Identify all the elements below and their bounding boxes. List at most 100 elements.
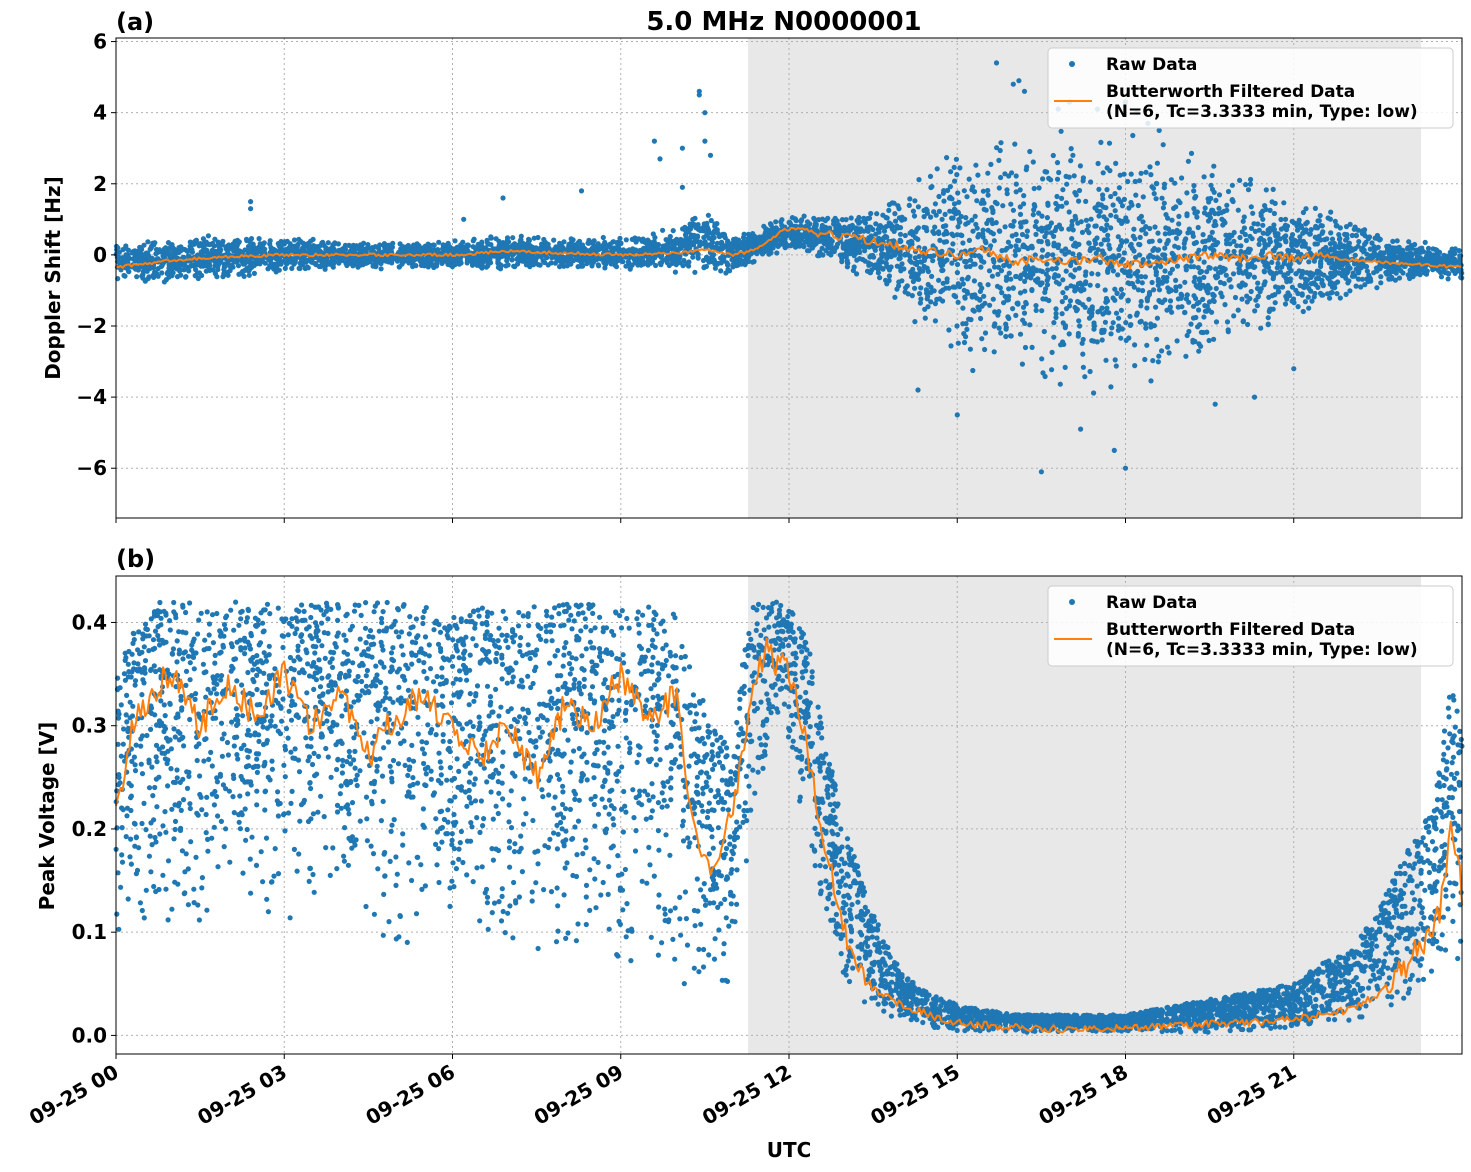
raw-point bbox=[1299, 292, 1305, 298]
raw-point bbox=[1108, 212, 1114, 218]
raw-point bbox=[929, 273, 935, 279]
raw-point bbox=[1108, 193, 1114, 200]
raw-point bbox=[1077, 323, 1083, 329]
raw-point bbox=[671, 242, 677, 249]
raw-point bbox=[219, 242, 225, 248]
raw-point bbox=[884, 281, 890, 287]
raw-point bbox=[1303, 206, 1309, 212]
raw-point bbox=[1344, 235, 1350, 241]
raw-point bbox=[1173, 204, 1179, 210]
raw-point bbox=[981, 293, 987, 299]
raw-point bbox=[904, 283, 910, 289]
raw-point bbox=[1247, 296, 1253, 302]
raw-point bbox=[1358, 284, 1364, 290]
raw-point bbox=[565, 257, 571, 263]
raw-point bbox=[1281, 273, 1287, 279]
raw-point bbox=[1297, 234, 1303, 240]
raw-point bbox=[994, 283, 1001, 289]
raw-point bbox=[1402, 254, 1408, 260]
raw-point bbox=[858, 226, 864, 232]
raw-point bbox=[1231, 248, 1237, 255]
raw-point bbox=[683, 243, 689, 249]
raw-point bbox=[1062, 251, 1068, 257]
raw-point bbox=[992, 309, 998, 315]
raw-point bbox=[155, 249, 161, 255]
raw-point bbox=[325, 240, 331, 246]
raw-point bbox=[967, 257, 974, 263]
raw-point bbox=[877, 257, 883, 263]
raw-point bbox=[1224, 319, 1231, 325]
raw-point bbox=[1063, 246, 1069, 252]
raw-point bbox=[1320, 282, 1326, 288]
raw-point bbox=[1000, 203, 1006, 209]
raw-point bbox=[1374, 285, 1380, 291]
raw-point bbox=[289, 265, 295, 271]
raw-point bbox=[1151, 287, 1157, 293]
raw-point bbox=[1134, 310, 1140, 316]
raw-point bbox=[1086, 296, 1092, 302]
raw-point bbox=[125, 268, 132, 274]
raw-point bbox=[884, 255, 890, 262]
raw-point bbox=[1333, 223, 1339, 229]
raw-point bbox=[479, 240, 485, 246]
raw-point bbox=[718, 268, 724, 274]
raw-point bbox=[712, 221, 718, 227]
raw-point bbox=[1128, 241, 1134, 247]
raw-point bbox=[1056, 281, 1062, 287]
raw-point bbox=[1237, 177, 1243, 183]
raw-point bbox=[1125, 178, 1131, 185]
raw-point bbox=[1157, 238, 1163, 244]
raw-point bbox=[840, 241, 846, 247]
raw-point bbox=[1118, 294, 1124, 300]
raw-point bbox=[1229, 182, 1235, 188]
raw-point bbox=[684, 261, 690, 267]
raw-point bbox=[1105, 237, 1111, 243]
raw-point bbox=[350, 246, 356, 252]
raw-point bbox=[1367, 276, 1373, 282]
raw-point bbox=[1265, 315, 1271, 321]
raw-point bbox=[988, 217, 995, 223]
raw-point bbox=[1197, 322, 1203, 328]
raw-point bbox=[1362, 282, 1368, 288]
raw-point bbox=[1114, 290, 1120, 296]
raw-point bbox=[1056, 169, 1062, 176]
raw-point bbox=[1273, 270, 1279, 276]
raw-point bbox=[960, 240, 966, 246]
raw-point bbox=[1083, 269, 1089, 275]
raw-point bbox=[576, 241, 583, 247]
raw-point bbox=[937, 237, 943, 243]
raw-point bbox=[1206, 337, 1212, 344]
raw-point bbox=[1289, 298, 1295, 304]
raw-point bbox=[1088, 216, 1094, 222]
raw-point bbox=[1025, 245, 1031, 252]
raw-point bbox=[850, 251, 856, 257]
raw-point bbox=[1055, 244, 1061, 251]
raw-point bbox=[1112, 191, 1118, 197]
raw-point bbox=[265, 266, 271, 272]
raw-point bbox=[862, 258, 868, 264]
raw-point bbox=[1196, 307, 1202, 313]
raw-point bbox=[990, 296, 996, 302]
raw-point bbox=[585, 256, 591, 262]
raw-point bbox=[1258, 210, 1264, 216]
raw-point bbox=[305, 265, 311, 271]
raw-point bbox=[1144, 342, 1150, 348]
raw-point bbox=[1154, 160, 1160, 166]
raw-point bbox=[1053, 265, 1059, 271]
raw-point bbox=[1017, 211, 1024, 217]
raw-point bbox=[1337, 235, 1343, 242]
raw-point bbox=[959, 276, 965, 282]
raw-point bbox=[962, 295, 968, 301]
raw-point bbox=[1261, 281, 1267, 287]
raw-point bbox=[730, 240, 736, 246]
raw-point bbox=[1156, 353, 1162, 359]
raw-point bbox=[957, 165, 963, 171]
raw-point bbox=[1054, 176, 1061, 182]
raw-point bbox=[917, 291, 923, 297]
raw-point bbox=[1127, 313, 1133, 319]
raw-point bbox=[1327, 216, 1333, 222]
raw-point bbox=[897, 255, 903, 261]
raw-point bbox=[1034, 279, 1040, 285]
raw-point bbox=[936, 229, 942, 235]
raw-point bbox=[298, 261, 304, 267]
